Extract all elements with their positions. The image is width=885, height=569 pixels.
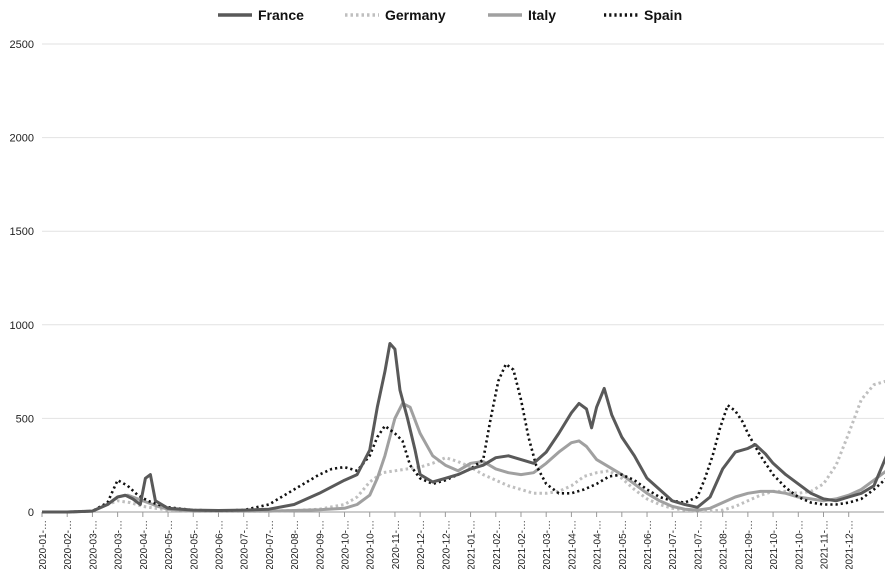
x-tick-label: 2020-05-…: [164, 520, 175, 569]
x-tick-label: 2021-02-…: [517, 520, 528, 569]
x-tick-label: 2021-04-…: [567, 520, 578, 569]
x-tick-label: 2021-07-…: [693, 520, 704, 569]
x-tick-label: 2021-08-…: [719, 520, 730, 569]
x-tick-label: 2020-03-…: [88, 520, 99, 569]
x-tick-label: 2020-12-…: [441, 520, 452, 569]
y-tick-label: 2500: [10, 39, 34, 51]
x-tick-label: 2020-10-…: [366, 520, 377, 569]
x-tick-label: 2020-11-…: [391, 520, 402, 569]
y-tick-label: 500: [16, 413, 34, 425]
x-axis: 2020-01-… 2020-02-… 2020-03-… 2020-03-… 2020…: [38, 512, 856, 569]
y-tick-label: 2000: [10, 133, 34, 145]
legend-label-spain: Spain: [644, 7, 682, 23]
legend-label-germany: Germany: [385, 7, 446, 23]
x-tick-label: 2020-01-…: [38, 520, 49, 569]
x-tick-label: 2021-04-…: [593, 520, 604, 569]
x-tick-label: 2021-06-…: [643, 520, 654, 569]
y-axis: 0 500 1000 1500 2000 2500: [10, 39, 34, 519]
series-lines: [42, 342, 885, 514]
x-tick-label: 2020-04-…: [139, 520, 150, 569]
x-tick-label: 2020-08-…: [290, 520, 301, 569]
y-tick-label: 1000: [10, 320, 34, 332]
x-tick-label: 2020-07-…: [265, 520, 276, 569]
x-tick-label: 2021-12-…: [845, 520, 856, 569]
legend: France Germany Italy Spain: [218, 7, 682, 23]
legend-label-italy: Italy: [528, 7, 556, 23]
series-line-italy: [42, 401, 885, 514]
x-tick-label: 2020-07-…: [240, 520, 251, 569]
series-line-spain: [42, 362, 885, 514]
x-tick-label: 2020-09-…: [315, 520, 326, 569]
x-tick-label: 2020-02-…: [63, 520, 74, 569]
x-tick-label: 2021-03-…: [542, 520, 553, 569]
x-tick-label: 2021-02-…: [492, 520, 503, 569]
y-tick-label: 0: [28, 507, 34, 519]
x-tick-label: 2020-12-…: [416, 520, 427, 569]
x-tick-label: 2021-07-…: [668, 520, 679, 569]
x-tick-label: 2021-09-…: [744, 520, 755, 569]
x-tick-label: 2021-10-…: [769, 520, 780, 569]
gridlines: [42, 43, 884, 513]
x-tick-label: 2021-11-…: [819, 520, 830, 569]
legend-label-france: France: [258, 7, 304, 23]
y-tick-label: 1500: [10, 226, 34, 238]
x-tick-label: 2021-05-…: [618, 520, 629, 569]
x-tick-label: 2021-01-…: [467, 520, 478, 569]
x-tick-label: 2020-10-…: [341, 520, 352, 569]
x-tick-label: 2020-05-…: [189, 520, 200, 569]
x-tick-label: 2021-10-…: [794, 520, 805, 569]
x-tick-label: 2020-06-…: [214, 520, 225, 569]
x-tick-label: 2020-03-…: [114, 520, 125, 569]
series-line-france: [42, 342, 885, 514]
